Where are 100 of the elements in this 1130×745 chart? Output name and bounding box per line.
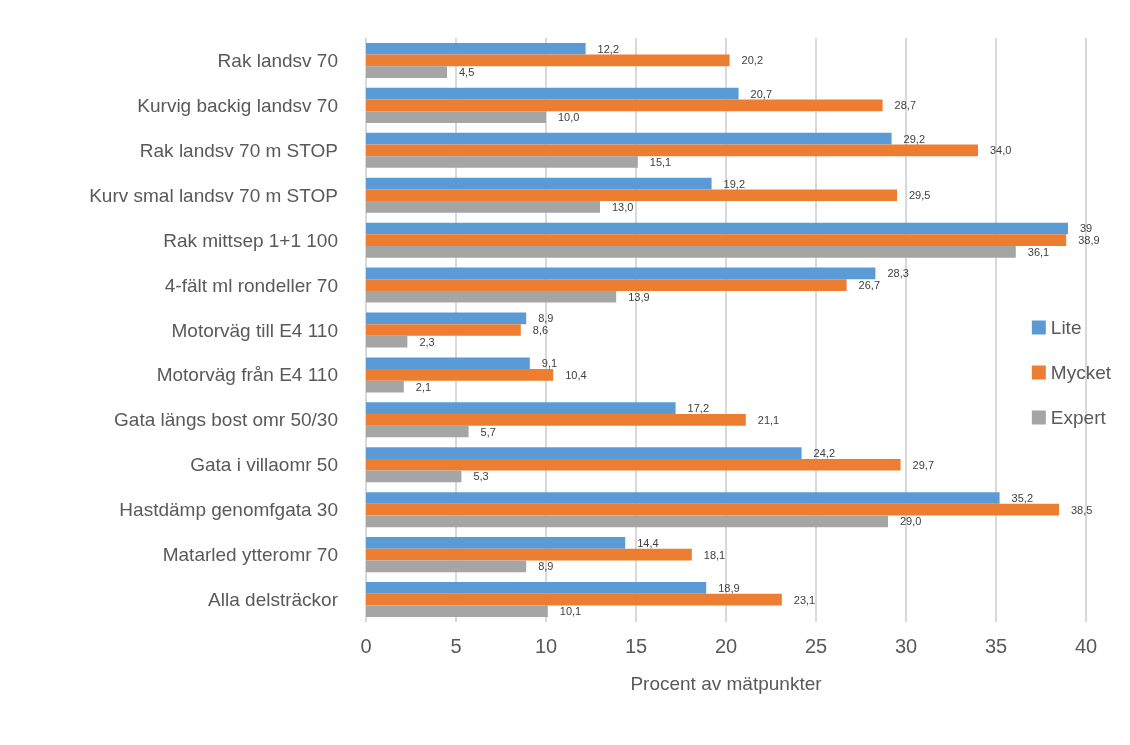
data-label: 29,7	[912, 458, 935, 471]
data-label: 12,2	[597, 42, 620, 55]
bar	[366, 458, 901, 471]
data-label: 34,0	[990, 144, 1012, 157]
bar	[366, 357, 530, 370]
data-label: 8,9	[538, 560, 554, 573]
bar	[366, 201, 600, 213]
data-label: 20,7	[750, 87, 773, 100]
bar	[366, 582, 707, 594]
data-label: 38,9	[1078, 234, 1100, 247]
legend-label: Lite	[1050, 317, 1082, 338]
y-tick-label: Rak mittsep 1+1 100	[163, 229, 338, 251]
bar	[366, 324, 521, 336]
data-label: 24,2	[813, 447, 836, 460]
bar	[366, 279, 847, 291]
y-tick-label: Hastdämp genomfgata 30	[119, 499, 338, 521]
data-label: 10,1	[559, 605, 582, 618]
data-label: 8,6	[532, 324, 549, 336]
bar	[366, 548, 692, 561]
data-label: 2,1	[415, 380, 432, 393]
data-label: 29,2	[903, 132, 926, 145]
bar	[366, 144, 978, 157]
data-label: 9,1	[541, 357, 558, 370]
x-axis-title: Procent av mätpunkter	[630, 673, 823, 694]
data-label: 20,2	[741, 54, 764, 67]
data-label: 39	[1080, 222, 1093, 235]
bar	[366, 492, 1000, 504]
bar	[366, 593, 782, 606]
bar	[366, 222, 1068, 235]
y-tick-label: Gata i villaomr 50	[190, 454, 338, 476]
x-tick-label: 15	[624, 635, 648, 657]
x-tick-label: 40	[1074, 635, 1098, 657]
data-label: 29,0	[900, 515, 922, 528]
data-label: 36,1	[1027, 245, 1050, 258]
bar	[366, 87, 739, 100]
data-label: 5,3	[473, 470, 489, 483]
bar	[366, 312, 527, 325]
bar	[366, 132, 892, 145]
bar	[366, 189, 897, 202]
bar	[366, 66, 447, 78]
data-label: 19,2	[723, 177, 746, 190]
y-tick-label: Rak landsv 70	[217, 49, 338, 71]
y-tick-label: 4-fält ml rondeller 70	[164, 274, 338, 296]
y-tick-label: Gata längs bost omr 50/30	[114, 409, 338, 431]
data-label: 18,9	[718, 581, 740, 594]
bar	[366, 290, 617, 303]
bar	[366, 470, 462, 483]
bar	[366, 605, 548, 618]
y-tick-label: Alla delsträckor	[208, 589, 339, 611]
data-label: 8,9	[538, 312, 554, 325]
data-label: 38,5	[1071, 503, 1093, 516]
bar	[366, 402, 676, 415]
bar	[366, 267, 876, 280]
y-tick-label: Kurvig backig landsv 70	[137, 94, 338, 116]
y-tick-label: Matarled ytteromr 70	[162, 544, 338, 566]
data-label: 13,0	[612, 200, 634, 213]
bar	[366, 447, 802, 459]
bar	[366, 380, 404, 393]
bar	[366, 156, 638, 168]
data-label: 26,7	[858, 279, 881, 292]
data-label: 29,5	[909, 189, 931, 202]
data-label: 35,2	[1011, 492, 1034, 505]
data-label: 15,1	[649, 155, 672, 168]
bar	[366, 425, 469, 438]
x-tick-label: 20	[714, 635, 738, 657]
bar	[366, 503, 1059, 516]
bar	[366, 177, 712, 190]
x-tick-label: 30	[894, 635, 918, 657]
bar	[366, 537, 626, 549]
bar	[366, 369, 554, 381]
data-label: 2,3	[419, 335, 435, 348]
bar	[366, 42, 586, 55]
data-label: 28,7	[894, 99, 917, 112]
data-label: 21,1	[757, 413, 780, 426]
data-label: 10,4	[565, 368, 587, 381]
data-label: 14,4	[637, 536, 659, 549]
bar	[366, 234, 1067, 246]
data-label: 18,1	[703, 548, 726, 561]
y-tick-label: Motorväg från E4 110	[156, 364, 338, 386]
y-tick-label: Kurv smal landsv 70 m STOP	[89, 184, 338, 206]
x-tick-label: 0	[360, 635, 372, 657]
bar	[366, 515, 888, 528]
legend-label: Expert	[1050, 407, 1107, 428]
data-label: 10,0	[558, 111, 580, 124]
data-label: 17,2	[687, 402, 710, 415]
y-tick-label: Motorväg till E4 110	[171, 319, 338, 341]
bar	[366, 245, 1016, 258]
bar	[366, 560, 527, 573]
bar	[366, 111, 546, 123]
x-tick-label: 35	[984, 635, 1008, 657]
x-tick-label: 10	[534, 635, 558, 657]
bar	[366, 414, 746, 426]
legend-label: Mycket	[1050, 362, 1112, 383]
data-label: 28,3	[887, 267, 909, 280]
data-label: 23,1	[793, 593, 816, 606]
x-tick-label: 5	[450, 635, 462, 657]
bar	[366, 99, 883, 112]
data-label: 5,7	[480, 425, 496, 438]
bar	[366, 54, 730, 67]
data-label: 13,9	[628, 290, 650, 303]
